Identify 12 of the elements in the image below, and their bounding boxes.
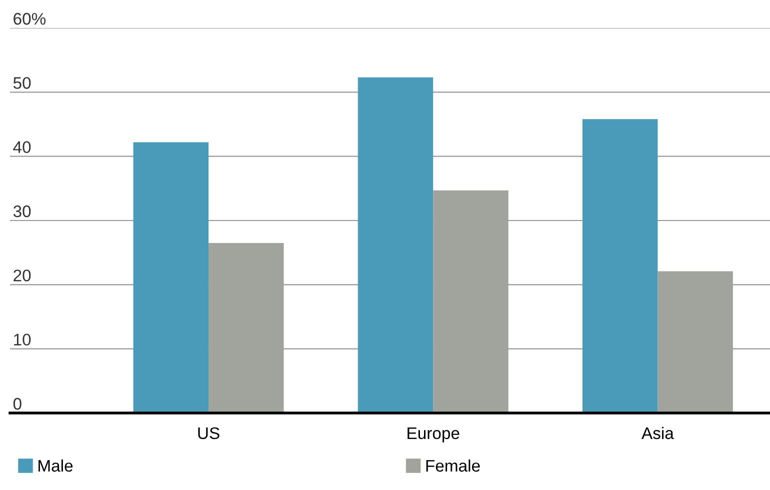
legend-label: Male xyxy=(38,459,73,472)
x-tick-label: US xyxy=(198,427,220,440)
y-tick-label: 20 xyxy=(14,270,31,282)
x-tick-label: Europe xyxy=(408,428,460,442)
legend-label: Female xyxy=(426,459,480,472)
y-tick-label: 60% xyxy=(14,12,46,25)
y-tick-label: 40 xyxy=(13,141,31,154)
x-tick-label: Asia xyxy=(642,426,674,440)
y-tick-label: 30 xyxy=(13,205,31,218)
y-tick-label: 10 xyxy=(14,334,31,346)
y-tick-label: 50 xyxy=(13,77,31,89)
y-tick-label: 0 xyxy=(13,398,22,410)
